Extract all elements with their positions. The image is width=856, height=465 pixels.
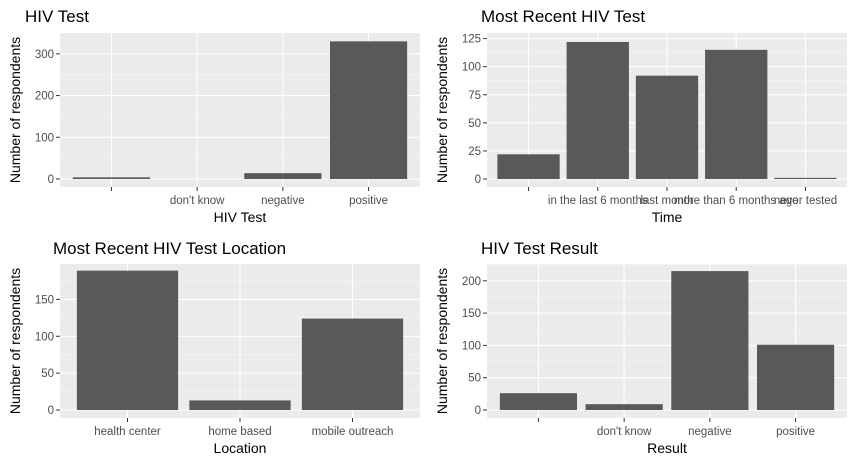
y-tick-label: 50 <box>468 373 481 385</box>
y-tick-label: 200 <box>462 276 481 288</box>
y-tick-label: 0 <box>475 405 481 417</box>
x-tick-label: negative <box>688 426 731 438</box>
y-tick-label: 125 <box>462 34 481 46</box>
y-tick-label: 50 <box>41 368 54 380</box>
y-tick-label: 25 <box>468 146 481 158</box>
bar <box>72 177 150 179</box>
bar <box>499 393 577 410</box>
y-axis-title: Number of respondents <box>7 37 23 183</box>
chart-title: HIV Test <box>25 7 89 26</box>
y-tick-label: 150 <box>462 308 481 320</box>
bar <box>76 270 179 410</box>
bar <box>330 41 408 179</box>
x-axis-title: Location <box>214 440 267 456</box>
x-tick-label: negative <box>261 195 304 207</box>
x-axis-title: Time <box>652 209 683 225</box>
y-tick-label: 100 <box>35 132 54 144</box>
x-axis-title: HIV Test <box>214 209 267 225</box>
y-tick-label: 200 <box>35 91 54 103</box>
x-tick-label: health center <box>94 426 161 438</box>
chart-title: Most Recent HIV Test Location <box>53 239 286 258</box>
x-tick-label: in the last 6 months <box>548 195 648 207</box>
bar <box>774 177 837 179</box>
y-tick-label: 100 <box>462 340 481 352</box>
chart-title: HIV Test Result <box>481 239 598 258</box>
bar <box>757 344 835 410</box>
bar <box>671 271 749 410</box>
x-tick-label: don't know <box>597 426 652 438</box>
x-tick-label: don't know <box>170 195 225 207</box>
x-tick-label: mobile outreach <box>312 426 394 438</box>
bar <box>635 75 699 179</box>
y-tick-label: 100 <box>462 62 481 74</box>
bar <box>301 318 404 410</box>
bar <box>566 41 629 179</box>
chart-panel-3: 0 50 100 150 health center home based mobile o… <box>7 239 420 456</box>
chart-panel-4: 0 50 100 150 200 don't know negative positive HI… <box>434 239 847 456</box>
y-axis-title: Number of respondents <box>434 268 450 414</box>
x-tick-label: never tested <box>774 195 837 207</box>
y-tick-label: 300 <box>35 49 54 61</box>
y-axis-title: Number of respondents <box>434 37 450 183</box>
x-tick-label: positive <box>776 426 815 438</box>
bar <box>585 404 663 410</box>
bar <box>244 173 322 179</box>
y-tick-label: 0 <box>48 405 54 417</box>
x-tick-label: home based <box>208 426 271 438</box>
y-tick-label: 150 <box>35 294 54 306</box>
y-tick-label: 100 <box>35 331 54 343</box>
x-tick-label: positive <box>349 195 388 207</box>
bar <box>705 49 768 179</box>
y-tick-label: 75 <box>468 90 481 102</box>
chart-title: Most Recent HIV Test <box>481 7 645 26</box>
y-axis-title: Number of respondents <box>7 268 23 414</box>
bar <box>497 154 560 179</box>
x-tick-label: last month <box>640 195 693 207</box>
y-tick-label: 0 <box>48 174 54 186</box>
x-axis-title: Result <box>647 440 687 456</box>
y-tick-label: 50 <box>468 118 481 130</box>
x-tick-label: more than 6 months ago <box>674 195 799 207</box>
y-tick-label: 0 <box>475 174 481 186</box>
bar <box>189 400 291 410</box>
chart-panel-1: 0 100 200 300 don't know negative positive HIV … <box>7 7 420 225</box>
